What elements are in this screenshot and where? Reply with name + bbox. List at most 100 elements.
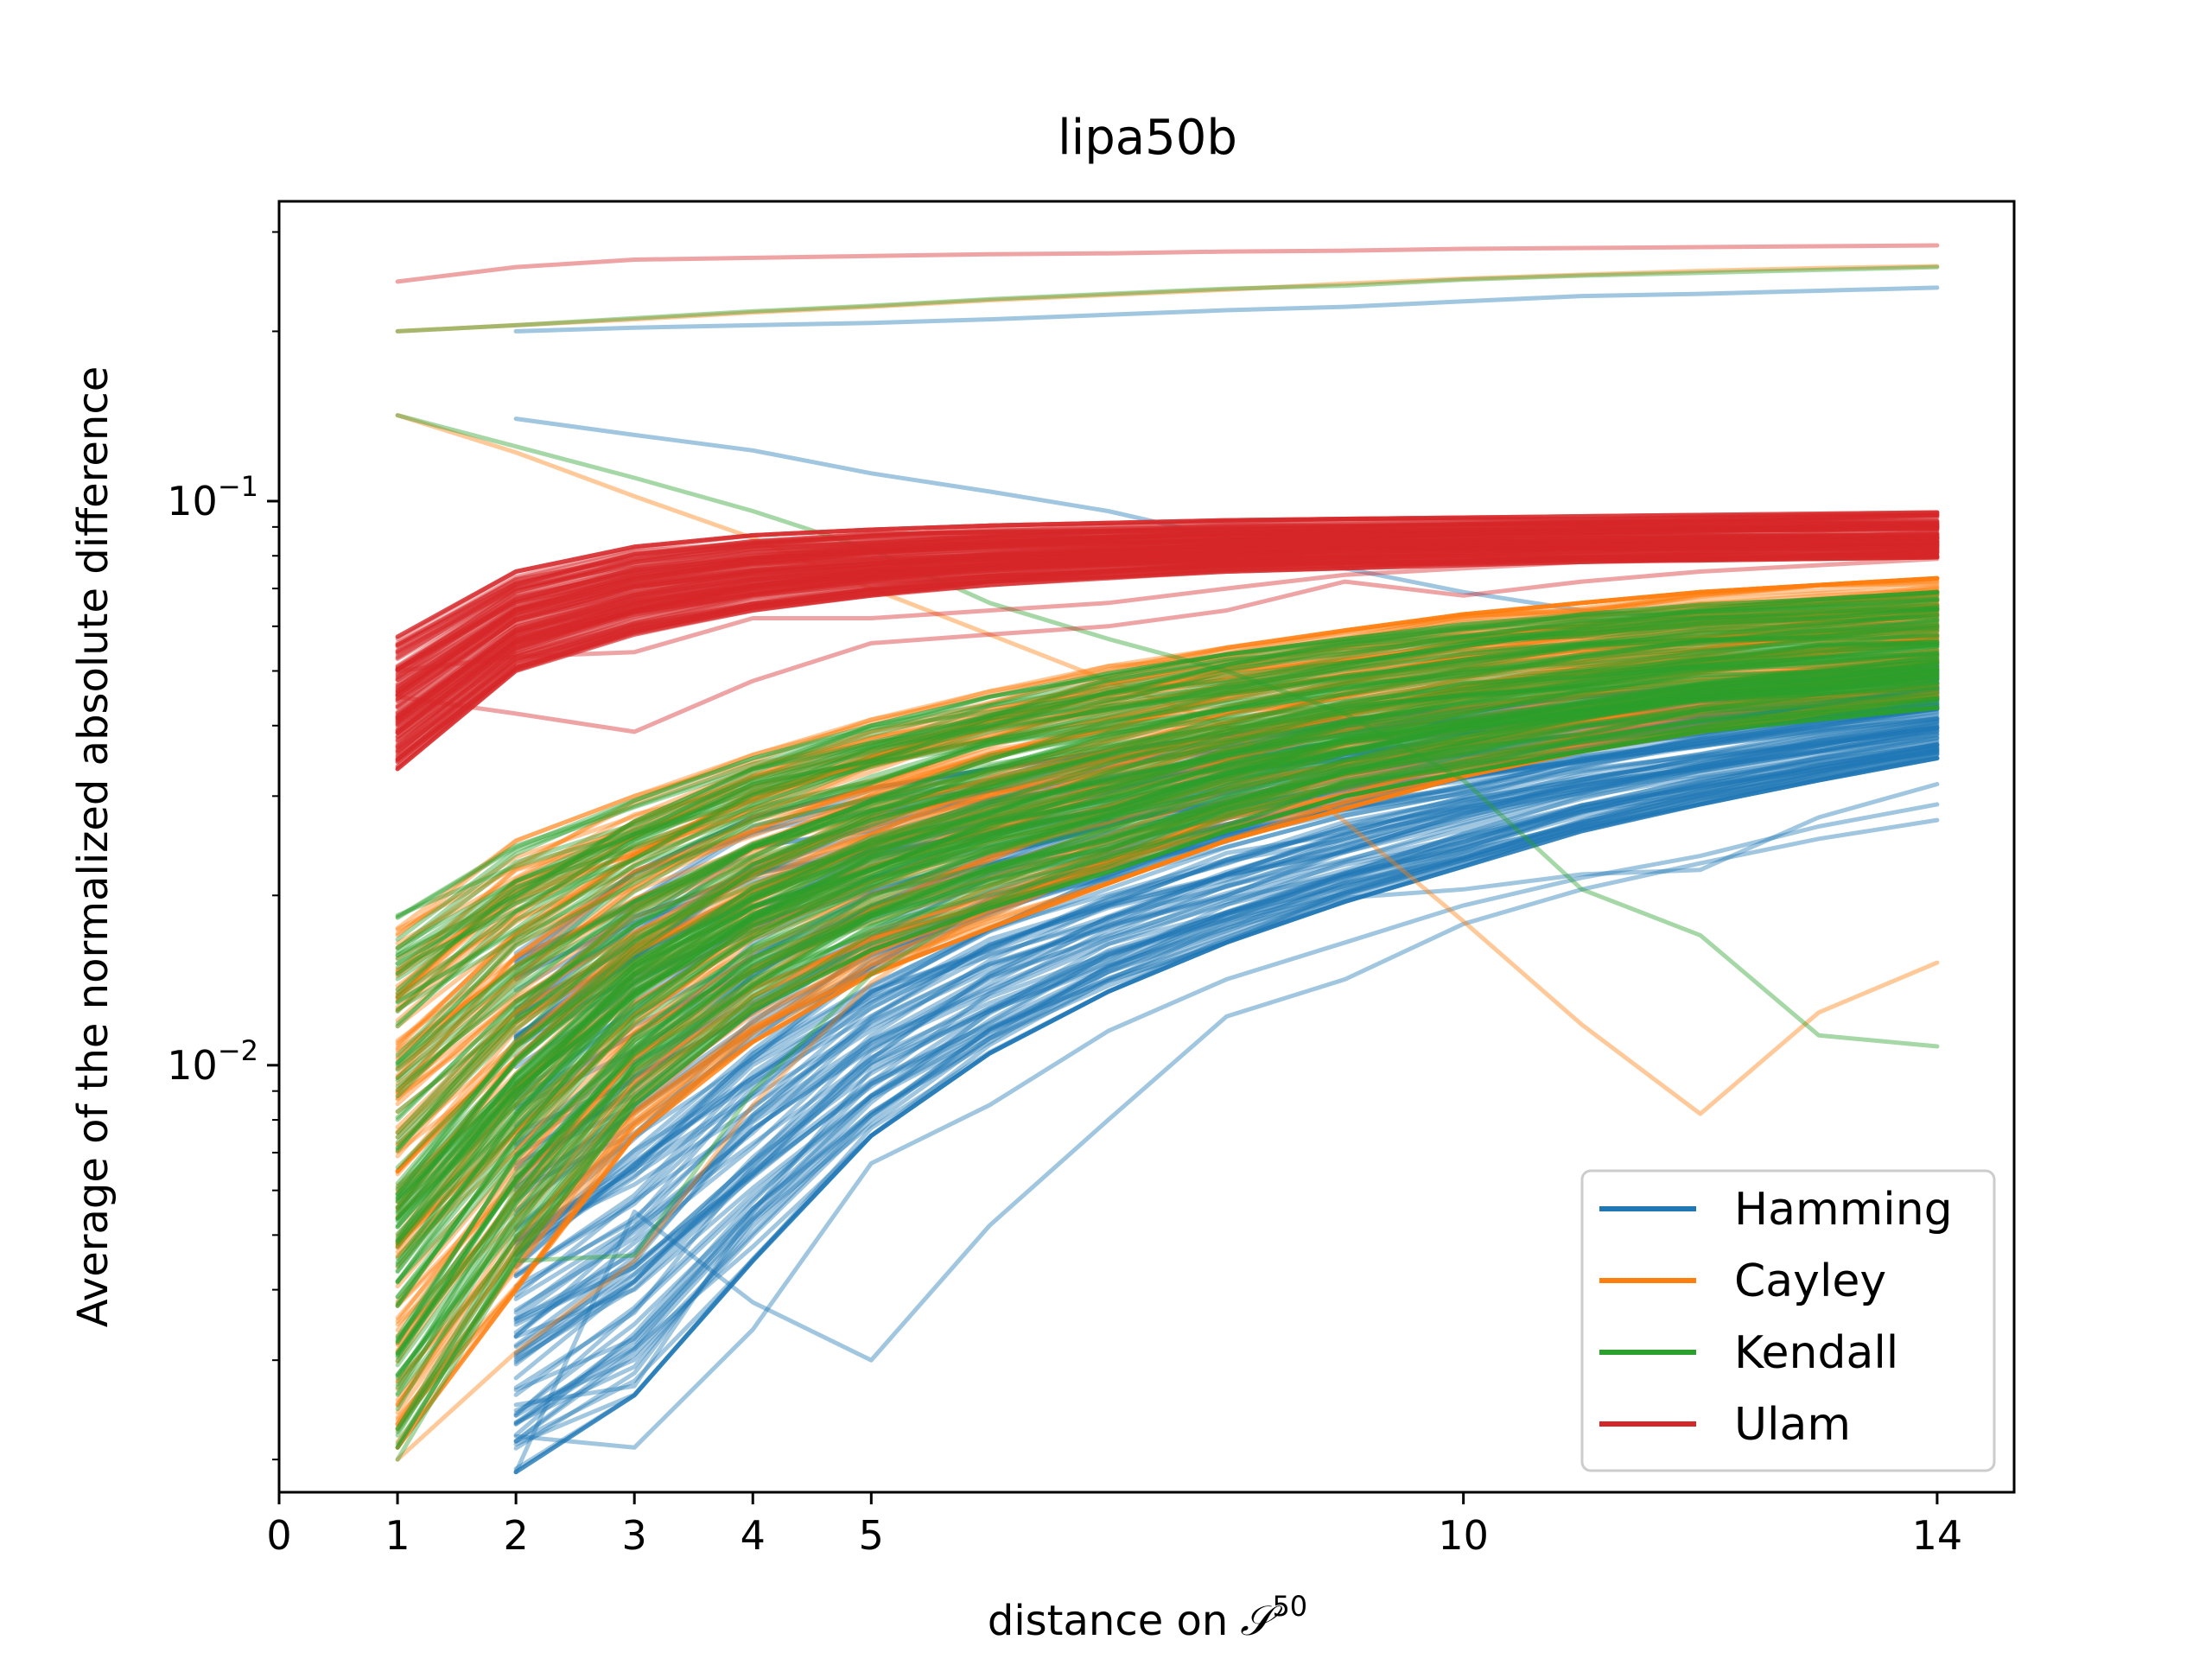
ulam-line <box>395 524 1940 697</box>
kendall-line <box>395 705 1940 1397</box>
kendall-line <box>395 676 1940 1202</box>
cayley-line <box>395 694 1940 1415</box>
kendall-line <box>395 657 1940 1190</box>
cayley-line <box>395 681 1940 1384</box>
ulam-line <box>395 555 1940 750</box>
kendall-line <box>395 626 1940 1004</box>
ulam-line <box>395 553 1940 753</box>
hamming-line <box>513 728 1940 1255</box>
kendall-line <box>395 661 1940 1221</box>
kendall-line <box>395 705 1940 1377</box>
kendall-line <box>395 606 1940 918</box>
hamming-line <box>513 720 1940 1279</box>
ulam-line <box>395 512 1940 657</box>
cayley-line <box>395 637 1940 1188</box>
hamming-line <box>513 738 1940 1381</box>
cayley-line <box>395 599 1940 1095</box>
kendall-line <box>395 656 1940 1308</box>
hamming-line <box>513 702 1940 1181</box>
ulam-line <box>395 555 1940 765</box>
cayley-line <box>395 654 1940 1247</box>
ulam-line <box>395 543 1940 716</box>
kendall-line <box>395 589 1940 942</box>
cayley-line <box>395 613 1940 1091</box>
ulam-line <box>395 543 1940 718</box>
ulam-line <box>395 537 1940 723</box>
hamming-line <box>513 676 1940 1019</box>
cayley-line <box>395 656 1940 1246</box>
hamming-line <box>513 726 1940 1335</box>
kendall-line <box>395 603 1940 1005</box>
ulam-line <box>395 547 1940 740</box>
ulam-line <box>395 543 1940 759</box>
kendall-line <box>395 675 1940 1274</box>
cayley-line <box>395 634 1940 1147</box>
x-tick-label: 5 <box>859 1512 884 1559</box>
ulam-line <box>395 524 1940 671</box>
ulam-line <box>395 512 1940 655</box>
kendall-line <box>395 619 1940 1065</box>
cayley-line <box>395 580 1940 988</box>
hamming-line <box>513 728 1940 1323</box>
hamming-line <box>513 716 1940 1257</box>
kendall-line <box>395 639 1940 1069</box>
hamming-line <box>513 701 1940 1197</box>
cayley-line <box>395 592 1940 976</box>
cayley-line <box>395 694 1940 1427</box>
ulam-line <box>395 535 1940 704</box>
ulam-line <box>395 536 1940 709</box>
cayley-line <box>395 607 1940 1013</box>
cayley-line <box>395 659 1940 1353</box>
ulam-line <box>395 538 1940 745</box>
ulam-line <box>395 510 1940 647</box>
cayley-line <box>395 612 1940 1135</box>
ulam-line <box>395 541 1940 747</box>
ulam-line <box>395 546 1940 754</box>
kendall-line <box>395 698 1940 1390</box>
ulam-line <box>395 532 1940 721</box>
cayley-line <box>395 607 1940 1102</box>
x-tick-label: 4 <box>741 1512 766 1559</box>
kendall-line <box>395 676 1940 1230</box>
cayley-line <box>395 686 1940 1402</box>
ulam-line <box>395 543 1940 721</box>
ulam-line <box>395 526 1940 708</box>
ulam-line <box>395 546 1940 756</box>
kendall-line <box>395 623 1940 1150</box>
ulam-line <box>395 521 1940 653</box>
hamming-line <box>513 752 1940 1451</box>
hamming-line <box>513 735 1940 1350</box>
cayley-line <box>395 694 1940 1450</box>
kendall-line <box>395 649 1940 1099</box>
kendall-line <box>395 627 1940 976</box>
cayley-line <box>395 627 1940 1098</box>
cayley-line <box>395 575 1940 972</box>
ulam-line <box>395 533 1940 687</box>
hamming-line <box>513 723 1940 1254</box>
ulam-line <box>395 518 1940 648</box>
ulam-line <box>395 530 1940 709</box>
cayley-outlier-line <box>395 413 1940 1116</box>
kendall-line <box>395 660 1940 1300</box>
cayley-line <box>395 575 1940 961</box>
legend-label-ulam: Ulam <box>1734 1399 1851 1451</box>
cayley-line <box>395 603 1940 1023</box>
ulam-line <box>395 513 1940 641</box>
hamming-line <box>513 690 1940 1172</box>
ulam-line <box>395 510 1940 639</box>
ulam-line <box>395 510 1940 639</box>
ulam-line <box>395 514 1940 672</box>
ulam-line <box>395 534 1940 696</box>
ulam-line <box>395 537 1940 728</box>
kendall-line <box>395 609 1940 1066</box>
hamming-line <box>513 696 1940 1169</box>
kendall-line <box>395 705 1940 1446</box>
kendall-line <box>395 673 1940 1341</box>
cayley-line <box>395 601 1940 1052</box>
cayley-line <box>395 607 1940 1080</box>
ulam-line <box>395 524 1940 662</box>
plot-frame <box>277 200 2016 1494</box>
cayley-line <box>395 639 1940 1154</box>
ulam-line <box>395 518 1940 671</box>
